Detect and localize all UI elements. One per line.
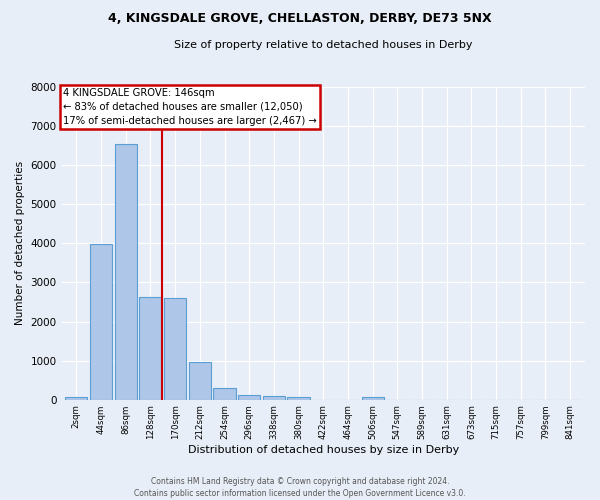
Bar xyxy=(263,396,285,400)
Title: Size of property relative to detached houses in Derby: Size of property relative to detached ho… xyxy=(174,40,473,50)
Bar xyxy=(90,244,112,400)
Bar xyxy=(139,298,161,400)
Bar xyxy=(189,362,211,400)
Bar xyxy=(214,388,236,400)
Bar xyxy=(287,398,310,400)
Bar xyxy=(362,398,384,400)
Bar xyxy=(115,144,137,400)
Y-axis label: Number of detached properties: Number of detached properties xyxy=(15,161,25,326)
Bar xyxy=(65,397,88,400)
X-axis label: Distribution of detached houses by size in Derby: Distribution of detached houses by size … xyxy=(188,445,459,455)
Text: 4 KINGSDALE GROVE: 146sqm
← 83% of detached houses are smaller (12,050)
17% of s: 4 KINGSDALE GROVE: 146sqm ← 83% of detac… xyxy=(63,88,317,126)
Bar xyxy=(238,395,260,400)
Text: 4, KINGSDALE GROVE, CHELLASTON, DERBY, DE73 5NX: 4, KINGSDALE GROVE, CHELLASTON, DERBY, D… xyxy=(108,12,492,26)
Text: Contains HM Land Registry data © Crown copyright and database right 2024.
Contai: Contains HM Land Registry data © Crown c… xyxy=(134,476,466,498)
Bar xyxy=(164,298,186,400)
